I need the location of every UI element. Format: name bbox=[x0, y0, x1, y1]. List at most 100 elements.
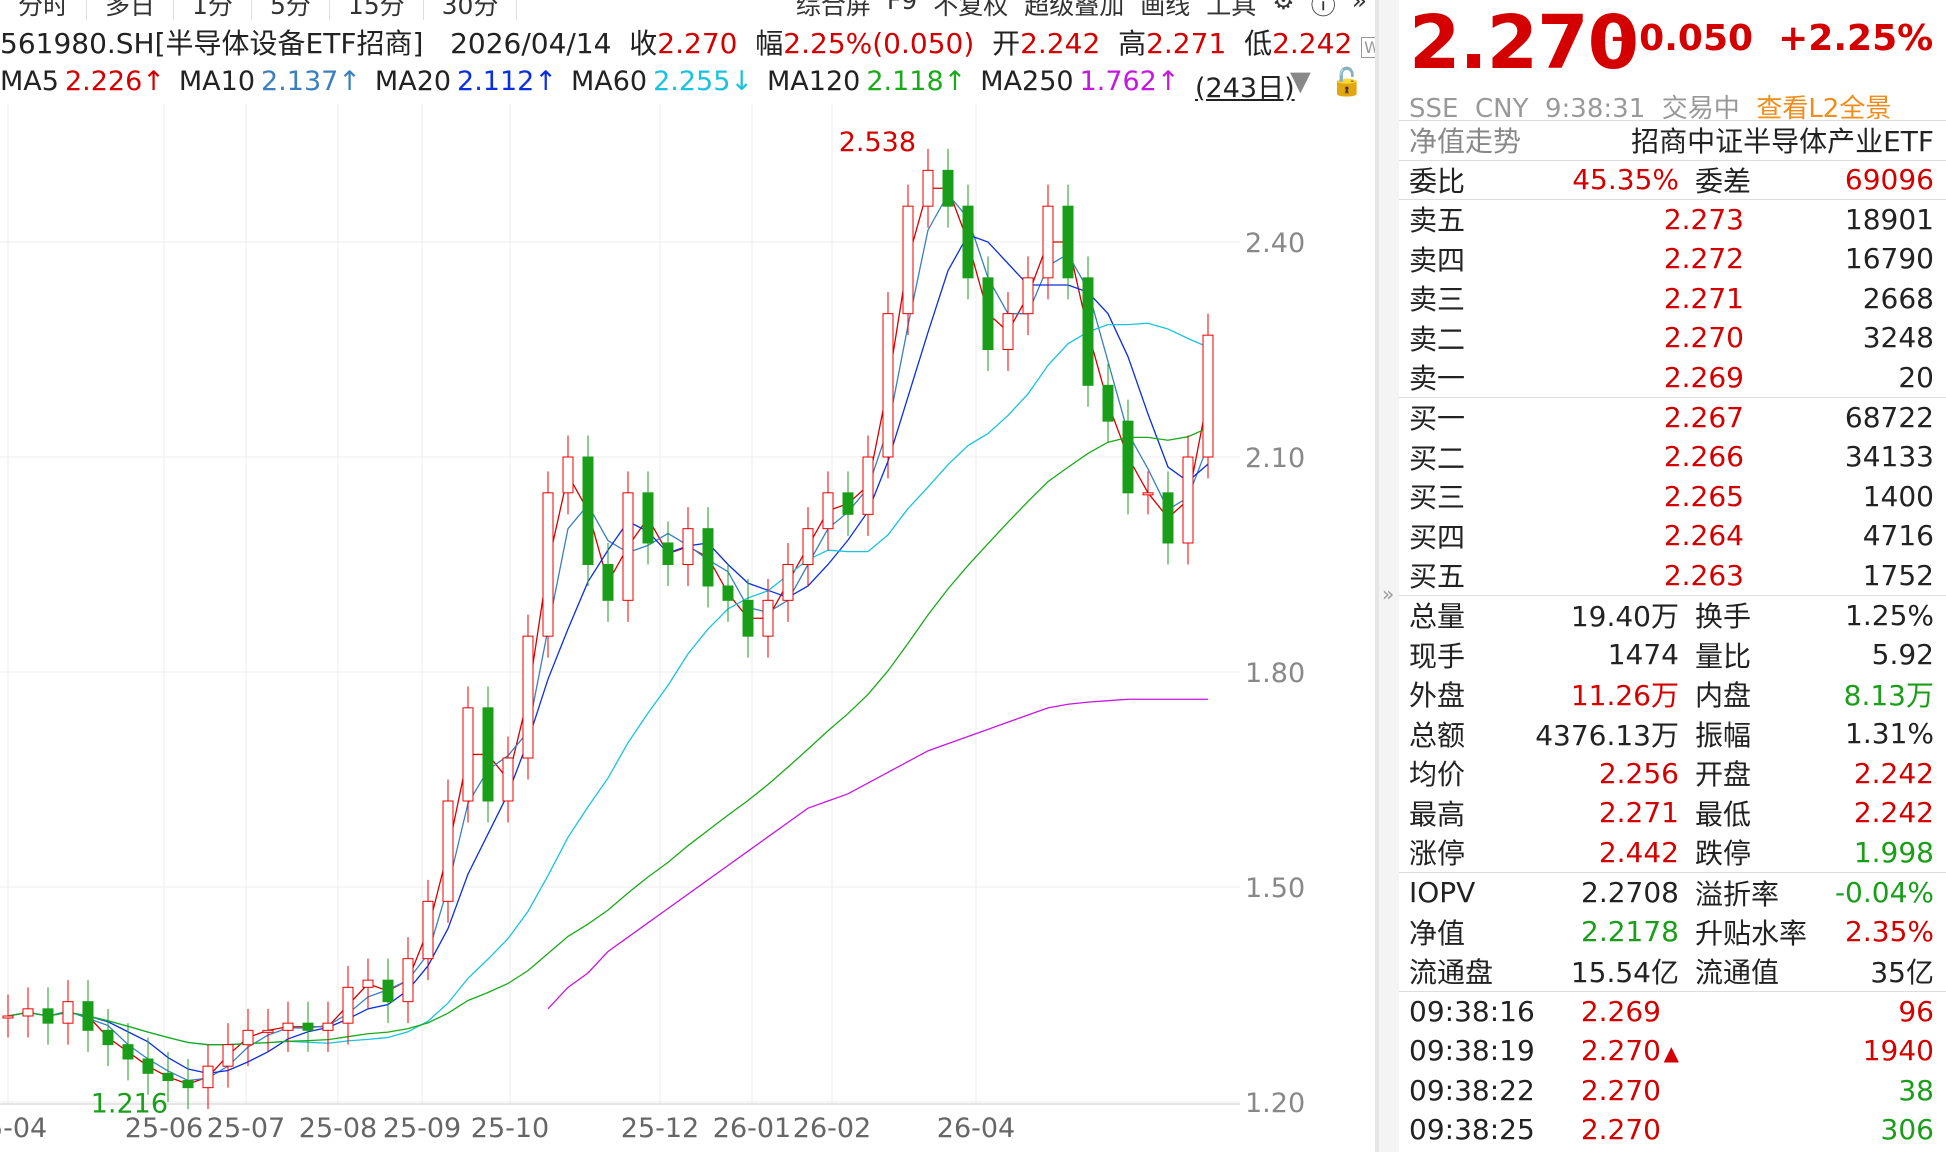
candle-body bbox=[942, 169, 954, 207]
candle-body bbox=[122, 1044, 134, 1060]
stat-label: 净值 bbox=[1409, 916, 1466, 950]
up-arrow-icon: ▲ bbox=[1663, 1040, 1679, 1065]
amp-value: 2.25%(0.050) bbox=[783, 27, 975, 60]
stat-value: 15.54亿 bbox=[1570, 956, 1679, 990]
draw-line-button[interactable]: 画线 bbox=[1140, 0, 1191, 20]
candle-body bbox=[522, 635, 534, 759]
tab-intraday[interactable]: 分时 bbox=[0, 0, 88, 20]
x-tick-label: 25-08 bbox=[299, 1113, 377, 1144]
level-label: 买四 bbox=[1409, 520, 1466, 554]
no-adjust-button[interactable]: 不复权 bbox=[933, 0, 1009, 20]
stat-label: 最高 bbox=[1409, 797, 1466, 831]
level-volume: 1752 bbox=[1862, 558, 1934, 592]
last-price: 2.270 bbox=[1409, 0, 1639, 86]
tab-5min[interactable]: 5分 bbox=[252, 0, 330, 20]
high-annotation: 2.538 bbox=[839, 127, 916, 158]
candle-body bbox=[602, 564, 614, 601]
candle-body bbox=[222, 1044, 234, 1067]
stat-label: 换手 bbox=[1695, 600, 1752, 634]
quote-info-bar: 561980.SH[半导体设备ETF招商] 2026/04/14 收2.270 … bbox=[0, 22, 1393, 62]
candle-body bbox=[102, 1029, 114, 1046]
level-price: 2.269 bbox=[1663, 360, 1744, 394]
stat-row: 最高 2.271 最低 2.242 bbox=[1399, 793, 1946, 833]
l2-link[interactable]: 查看L2全景 bbox=[1756, 94, 1892, 124]
low-label: 低 bbox=[1244, 27, 1273, 60]
stat-label: 均价 bbox=[1409, 758, 1466, 792]
tick-price: 2.270 bbox=[1409, 1113, 1679, 1146]
stat-label: 现手 bbox=[1409, 639, 1466, 673]
x-tick-label: 25-06 bbox=[125, 1113, 203, 1144]
candle-body bbox=[922, 169, 934, 207]
ma-label: MA20 bbox=[374, 66, 452, 97]
level-label: 买二 bbox=[1409, 441, 1466, 475]
overlay-button[interactable]: 超级叠加 bbox=[1024, 0, 1125, 20]
candle-body bbox=[402, 958, 414, 1003]
candle-body bbox=[1062, 205, 1074, 279]
tick-volume: 38 bbox=[1898, 1073, 1934, 1107]
trading-status: 交易中 bbox=[1661, 94, 1740, 124]
period-selector[interactable]: (243日) bbox=[1195, 73, 1295, 104]
tab-15min[interactable]: 15分 bbox=[330, 0, 424, 20]
nav-trend-link[interactable]: 净值走势 bbox=[1409, 125, 1522, 159]
security-name: 561980.SH[半导体设备ETF招商] bbox=[0, 27, 424, 60]
tab-1min[interactable]: 1分 bbox=[174, 0, 252, 20]
stat-label: 量比 bbox=[1695, 639, 1752, 673]
bid-row[interactable]: 买三 2.265 1400 bbox=[1399, 476, 1946, 516]
y-tick-label: 2.40 bbox=[1245, 228, 1305, 259]
stat-label: 溢折率 bbox=[1695, 877, 1780, 911]
x-tick-label: 25-09 bbox=[383, 1113, 461, 1144]
stat-label: 跌停 bbox=[1695, 837, 1752, 871]
bid-row[interactable]: 买二 2.266 34133 bbox=[1399, 437, 1946, 477]
ask-row[interactable]: 卖一 2.269 20 bbox=[1399, 358, 1946, 398]
bid-row[interactable]: 买四 2.264 4716 bbox=[1399, 516, 1946, 556]
ask-row[interactable]: 卖四 2.272 16790 bbox=[1399, 239, 1946, 279]
level-volume: 2668 bbox=[1862, 281, 1934, 315]
nav-row[interactable]: 净值走势 招商中证半导体产业ETF bbox=[1399, 120, 1946, 160]
bid-row[interactable]: 买一 2.267 68722 bbox=[1399, 397, 1946, 437]
level-price: 2.265 bbox=[1663, 479, 1744, 513]
ma-value: 2.118↑ bbox=[866, 66, 967, 97]
candle-body bbox=[722, 585, 734, 601]
candle-body bbox=[962, 205, 974, 279]
candle-body bbox=[1182, 456, 1194, 544]
tab-30min[interactable]: 30分 bbox=[424, 0, 518, 20]
stat-value: 2.256 bbox=[1598, 756, 1679, 790]
help-icon[interactable]: ⓘ bbox=[1310, 0, 1336, 20]
tick-volume: 1940 bbox=[1862, 1033, 1934, 1067]
level-volume: 16790 bbox=[1844, 242, 1934, 276]
f9-button[interactable]: F9 bbox=[886, 0, 918, 15]
level-volume: 20 bbox=[1898, 360, 1934, 394]
y-tick-label: 2.10 bbox=[1245, 443, 1305, 474]
tab-multiday[interactable]: 多日 bbox=[87, 0, 175, 20]
stat-row: 均价 2.256 开盘 2.242 bbox=[1399, 754, 1946, 794]
x-tick-label: 25-12 bbox=[621, 1113, 699, 1144]
tools-button[interactable]: 工具 bbox=[1206, 0, 1257, 20]
ma-value: 2.226↑ bbox=[64, 66, 165, 97]
composite-screen-button[interactable]: 综合屏 bbox=[795, 0, 871, 20]
ask-row[interactable]: 卖五 2.273 18901 bbox=[1399, 199, 1946, 239]
level-price: 2.272 bbox=[1663, 242, 1744, 276]
collapse-panel-button[interactable]: » bbox=[1379, 0, 1399, 1152]
candle-body bbox=[802, 528, 814, 565]
expand-icon[interactable]: » bbox=[1351, 0, 1367, 15]
unlock-icon[interactable]: 🔓 bbox=[1330, 67, 1364, 98]
candle-body bbox=[1002, 313, 1014, 351]
stat-label: 最低 bbox=[1695, 797, 1752, 831]
bid-row[interactable]: 买五 2.263 1752 bbox=[1399, 556, 1946, 596]
candle-body bbox=[762, 599, 774, 637]
candle-body bbox=[342, 986, 354, 1024]
ask-row[interactable]: 卖三 2.271 2668 bbox=[1399, 278, 1946, 318]
candle-body bbox=[62, 1001, 74, 1024]
level-label: 买一 bbox=[1409, 402, 1466, 436]
dropdown-icon[interactable]: ▼ bbox=[1290, 66, 1311, 97]
tick-volume: 306 bbox=[1880, 1113, 1934, 1147]
change-value: +0.050 bbox=[1609, 18, 1754, 59]
gear-icon[interactable]: ⚙ bbox=[1272, 0, 1295, 15]
candle-body bbox=[442, 800, 454, 902]
ask-row[interactable]: 卖二 2.270 3248 bbox=[1399, 318, 1946, 358]
low-annotation: 1.216 bbox=[91, 1089, 168, 1120]
market-status: SSE CNY 9:38:31 交易中 查看L2全景 bbox=[1409, 88, 1891, 125]
value: 45.35% bbox=[1572, 163, 1679, 197]
candle-body bbox=[982, 277, 994, 350]
